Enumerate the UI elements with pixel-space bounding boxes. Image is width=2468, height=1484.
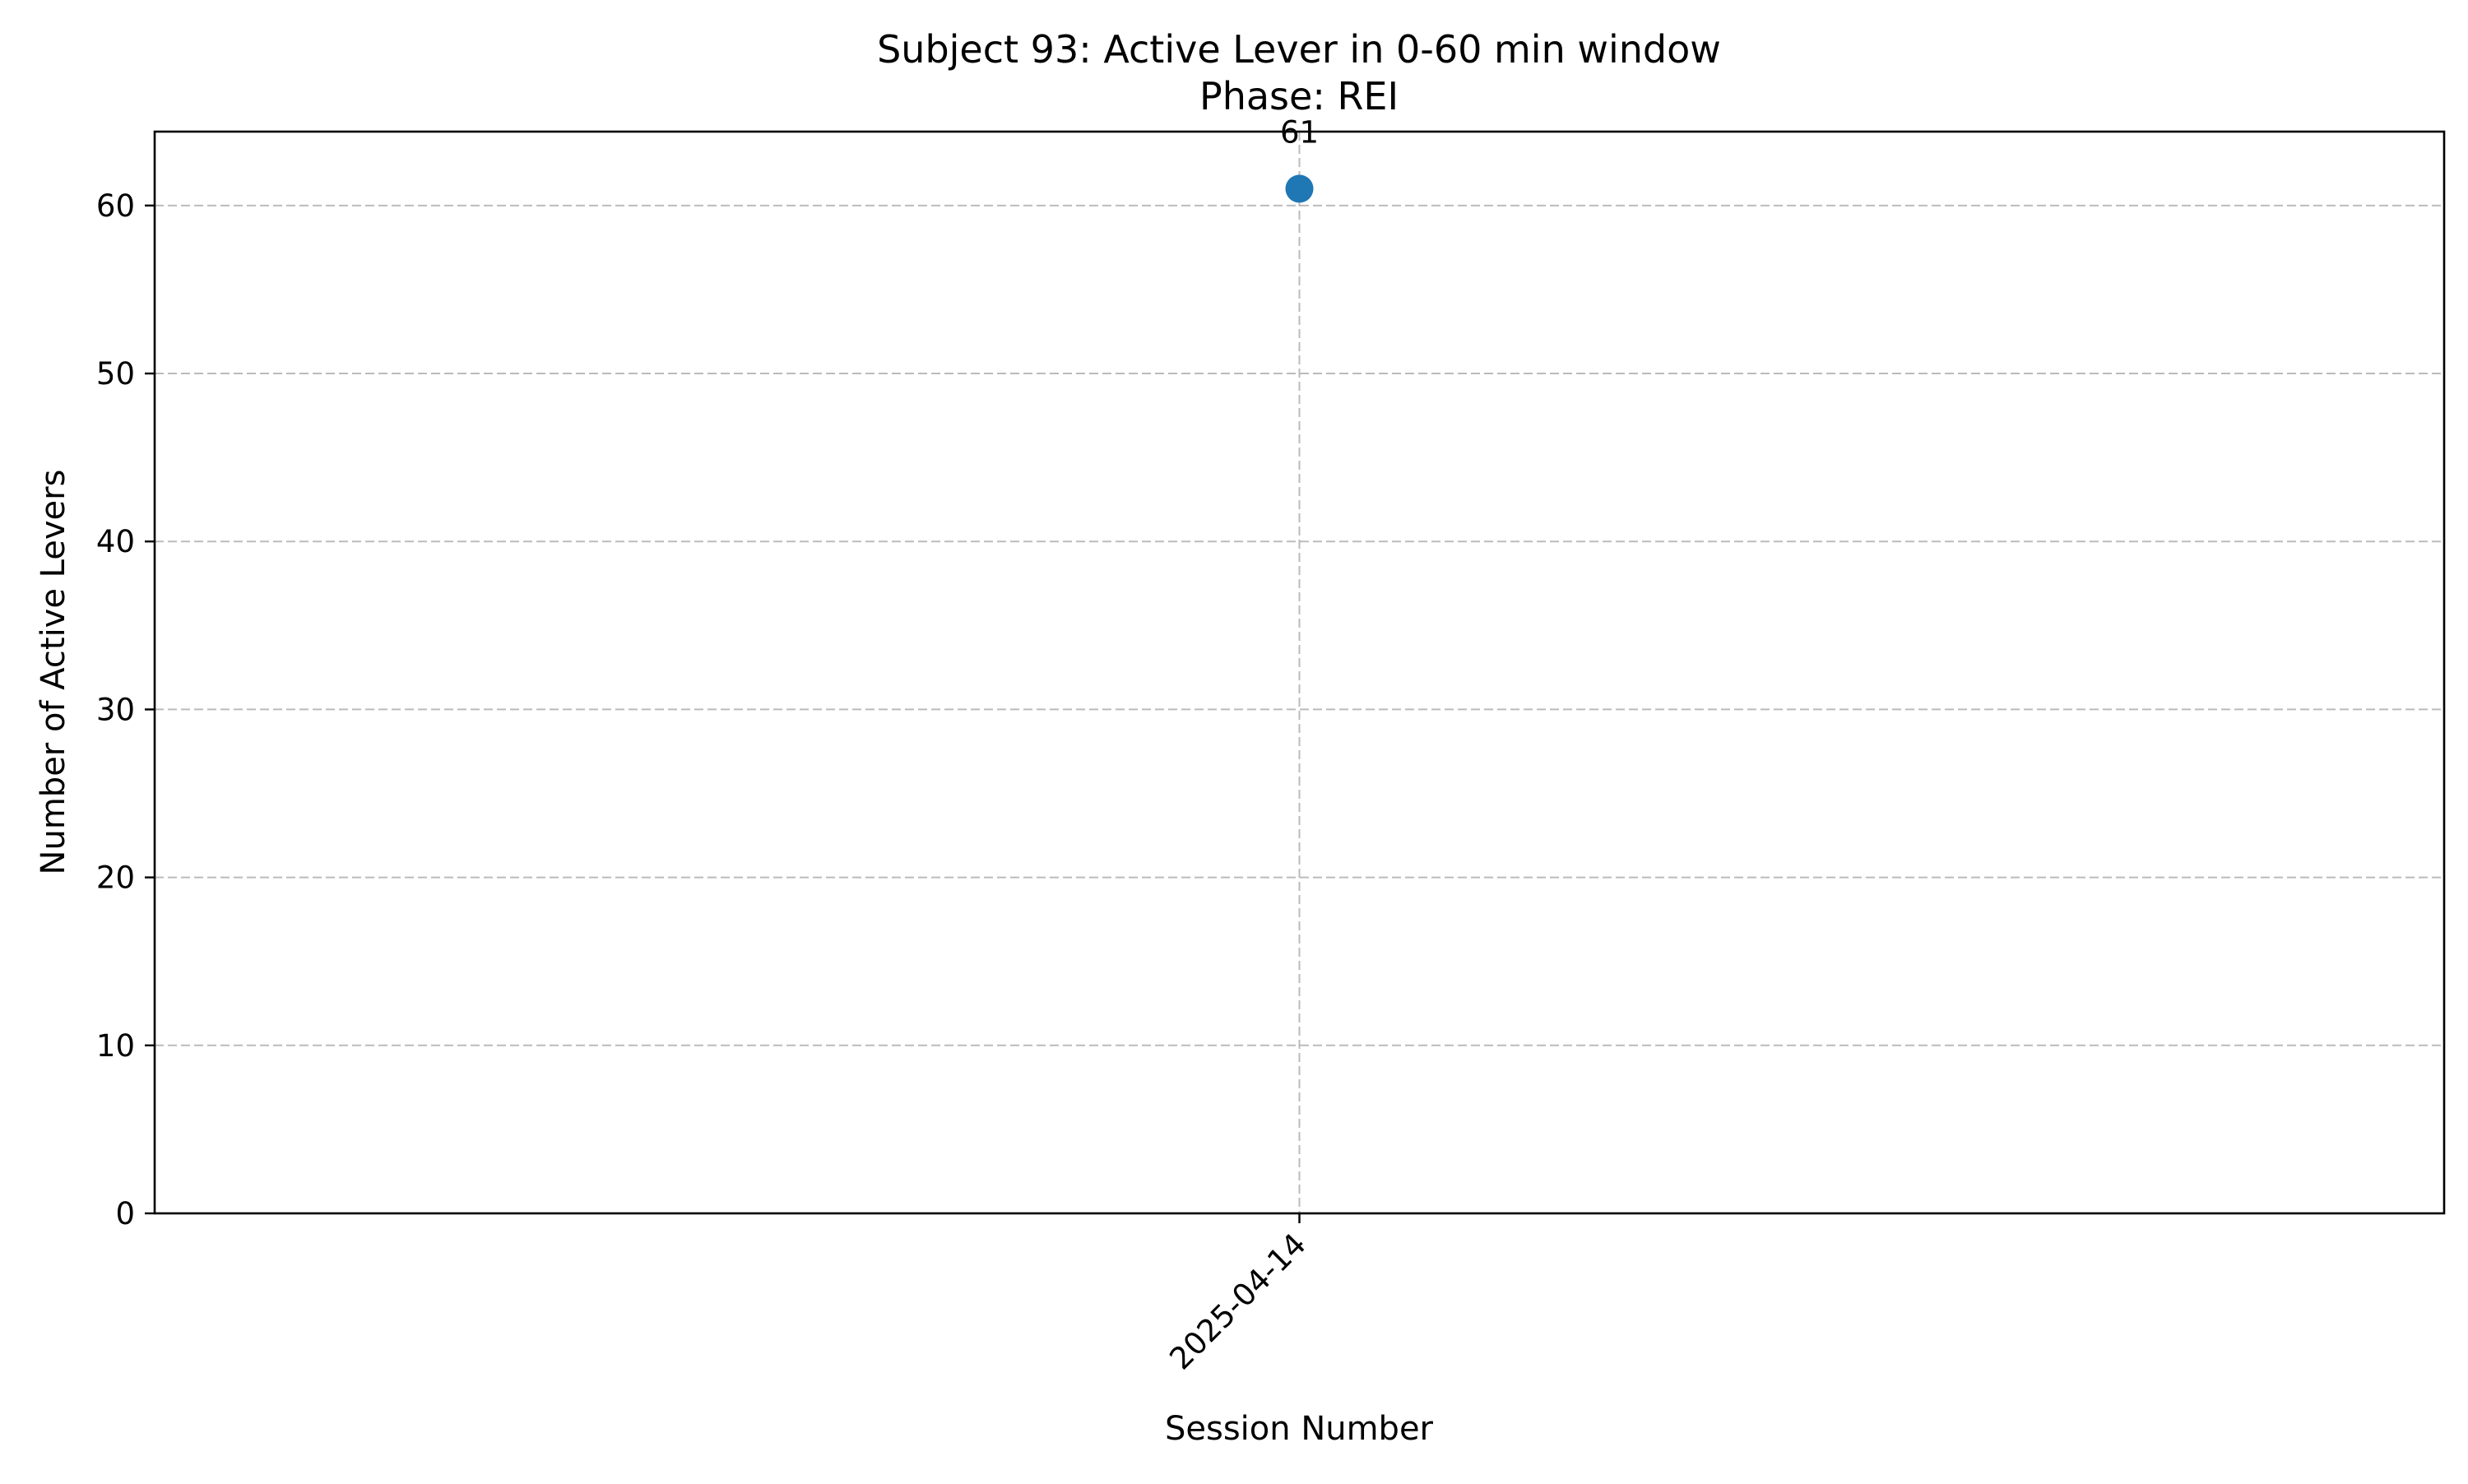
x-tick-label: 2025-04-14 — [1162, 1227, 1312, 1376]
data-point — [1285, 174, 1314, 203]
y-tick-label: 50 — [96, 356, 135, 392]
plot-area-frame — [153, 130, 2446, 1215]
grid-layer — [155, 132, 2444, 1214]
tick-layer: 0 10 20 30 40 50 60 2025-04-14 — [96, 188, 1313, 1377]
x-axis-label: Session Number — [1165, 1410, 1434, 1448]
y-axis-label: Number of Active Levers — [35, 470, 72, 875]
y-tick-label: 30 — [96, 692, 135, 727]
y-tick-label: 40 — [96, 524, 135, 559]
y-tick-label: 60 — [96, 188, 135, 224]
chart-title: Subject 93: Active Lever in 0-60 min win… — [877, 27, 1721, 72]
y-tick-label: 10 — [96, 1028, 135, 1064]
y-tick-label: 0 — [115, 1196, 135, 1231]
chart-subtitle: Phase: REI — [1199, 74, 1399, 118]
y-tick-label: 20 — [96, 860, 135, 896]
